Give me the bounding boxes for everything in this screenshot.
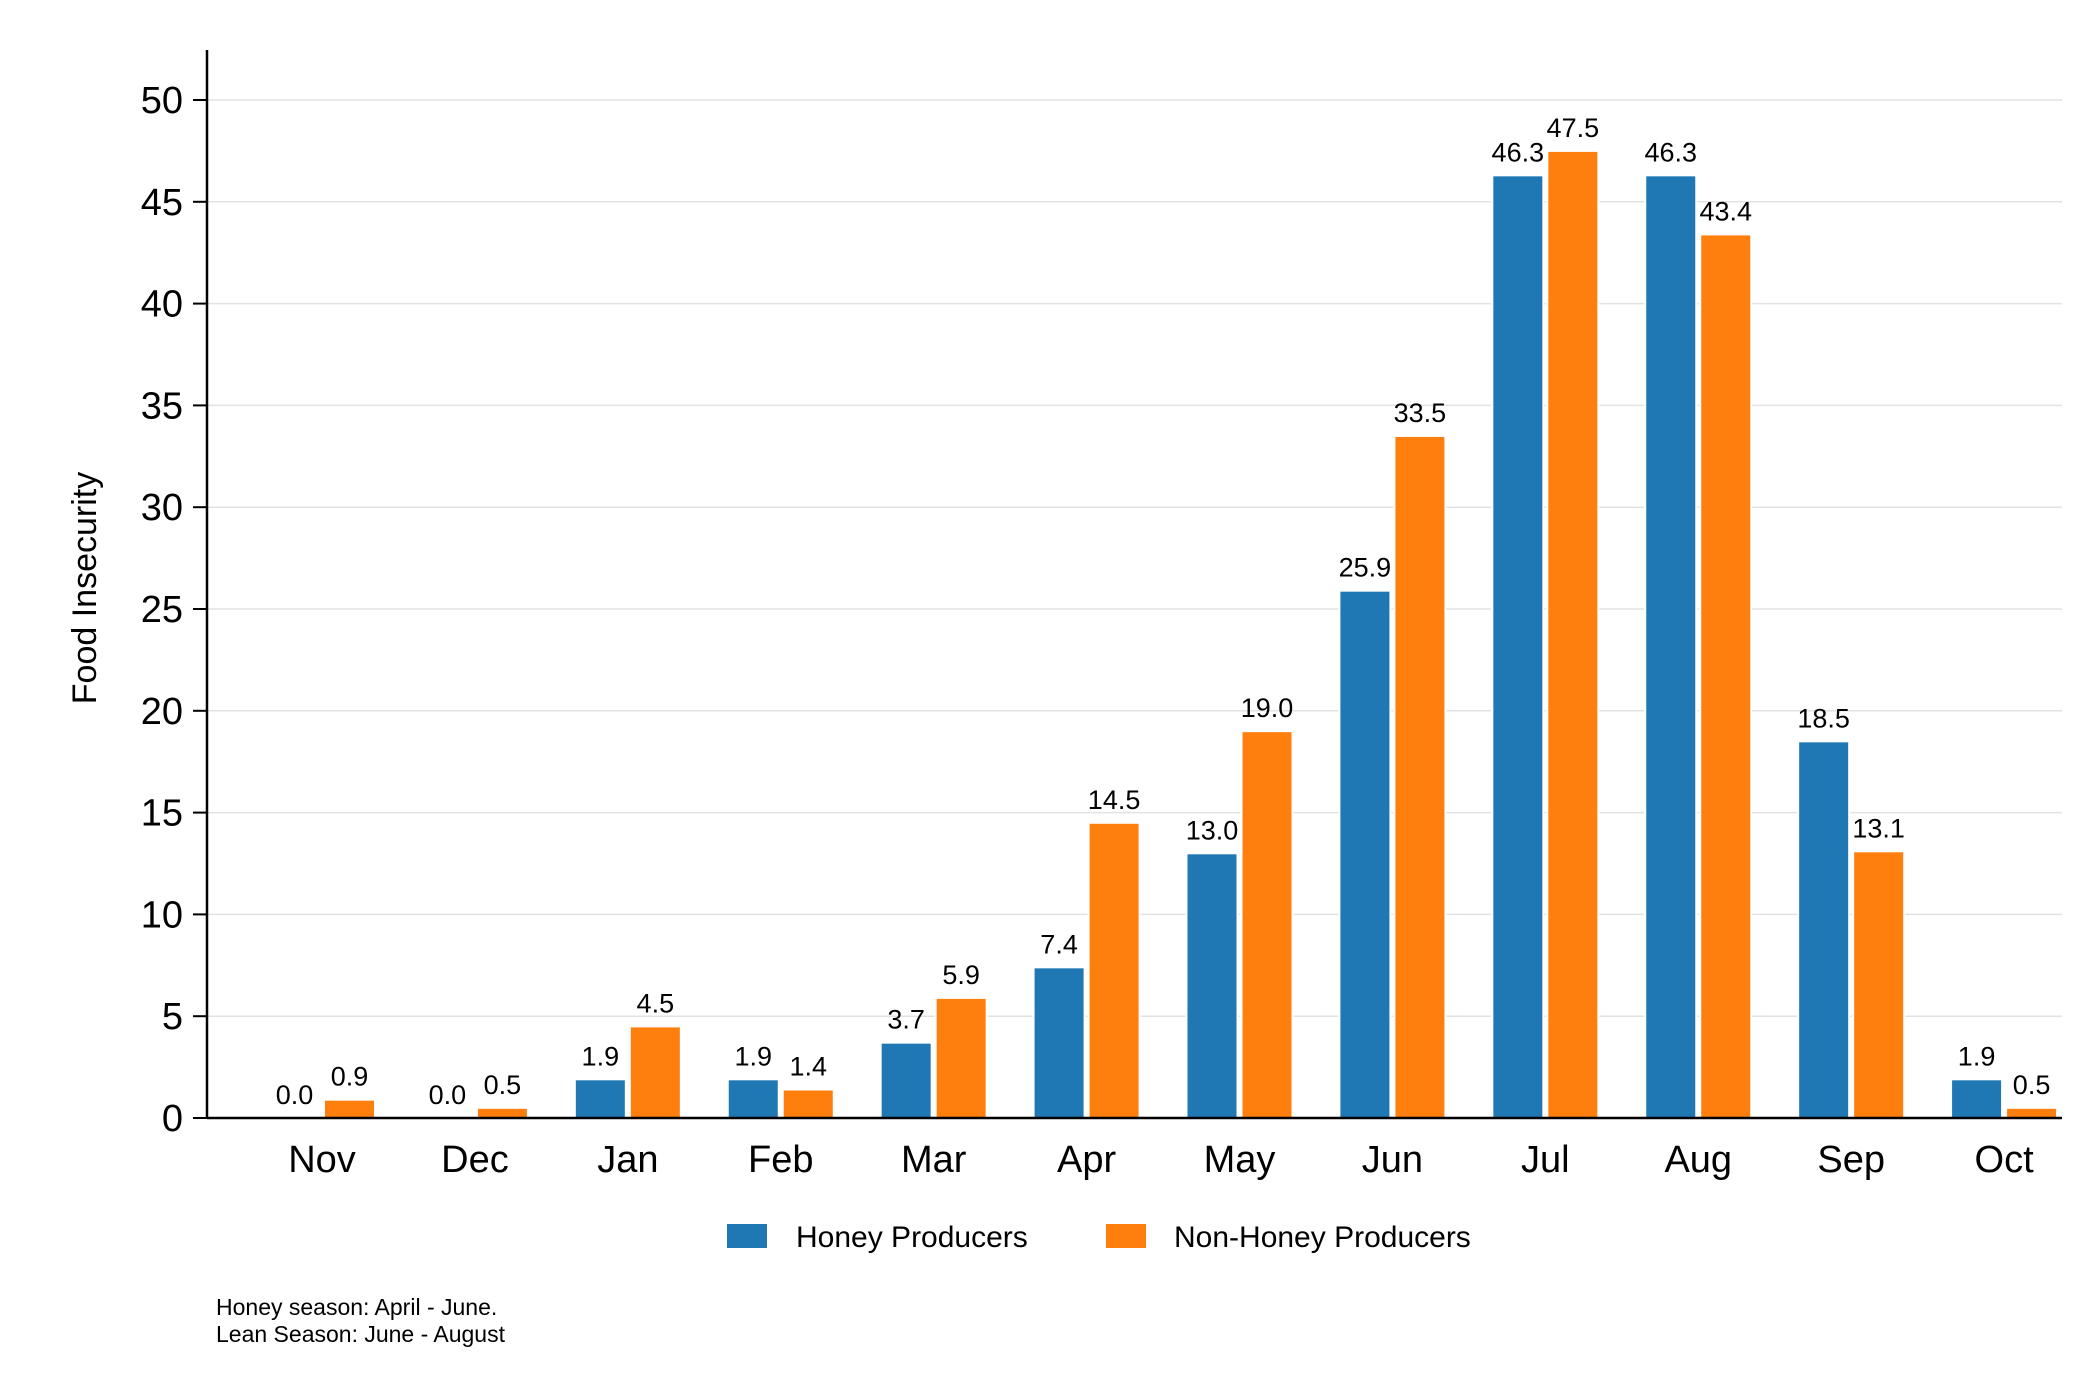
data-label: 5.9 xyxy=(942,960,980,990)
legend: Honey Producers Non-Honey Producers xyxy=(727,1221,1471,1254)
data-label: 7.4 xyxy=(1040,929,1078,959)
data-label: 1.9 xyxy=(734,1041,772,1071)
bar-honey xyxy=(1185,852,1239,1119)
y-tick-label: 40 xyxy=(141,284,183,326)
data-label: 0.0 xyxy=(276,1080,314,1110)
data-label: 19.0 xyxy=(1241,693,1294,723)
bar-non-honey xyxy=(781,1088,835,1119)
data-label: 13.0 xyxy=(1186,815,1239,845)
data-label: 3.7 xyxy=(887,1005,925,1035)
data-label: 18.5 xyxy=(1797,703,1850,733)
data-label: 33.5 xyxy=(1394,398,1447,428)
bar-honey xyxy=(1032,966,1086,1119)
y-axis-label: Food Insecurity xyxy=(66,472,104,704)
bar-honey xyxy=(1644,174,1698,1120)
data-label: 0.5 xyxy=(2013,1070,2051,1100)
y-tick-label: 30 xyxy=(141,487,183,529)
data-label: 4.5 xyxy=(637,988,675,1018)
y-ticks: 0 5 10 15 20 25 30 35 40 45 50 xyxy=(141,80,207,1140)
y-tick-label: 25 xyxy=(141,589,183,631)
x-category-labels: Nov Dec Jan Feb Mar Apr May Jun Jul Aug Sep Oct xyxy=(288,1139,2034,1181)
y-tick-label: 45 xyxy=(141,182,183,224)
y-tick-label: 0 xyxy=(162,1098,183,1140)
data-label: 47.5 xyxy=(1547,113,1600,143)
y-tick-label: 20 xyxy=(141,691,183,733)
data-label: 43.4 xyxy=(1699,196,1752,226)
data-label: 0.0 xyxy=(429,1080,467,1110)
data-labels: 0.0 0.9 0.0 0.5 1.9 4.5 1.9 1.4 3.7 5.9 7.4 14.5 13.… xyxy=(276,113,2051,1110)
bar-honey xyxy=(1338,589,1392,1119)
x-category-label: Jun xyxy=(1362,1139,1423,1181)
data-label: 1.9 xyxy=(1958,1041,1996,1071)
bar-non-honey xyxy=(2005,1106,2059,1119)
y-tick-label: 50 xyxy=(141,80,183,122)
x-category-label: Dec xyxy=(441,1139,509,1181)
bar-honey xyxy=(726,1078,780,1120)
y-tick-label: 15 xyxy=(141,793,183,835)
bar-honey xyxy=(573,1078,627,1120)
bar-non-honey xyxy=(1699,233,1753,1120)
bar-non-honey xyxy=(934,996,988,1119)
x-category-label: May xyxy=(1204,1139,1276,1181)
data-label: 14.5 xyxy=(1088,785,1141,815)
data-label: 46.3 xyxy=(1644,137,1697,167)
data-label: 13.1 xyxy=(1852,813,1905,843)
y-tick-label: 5 xyxy=(162,996,183,1038)
bar-honey xyxy=(1950,1078,2004,1120)
x-category-label: Jan xyxy=(597,1139,658,1181)
bar-non-honey xyxy=(1546,149,1600,1119)
note-honey-season: Honey season: April - June. xyxy=(216,1294,498,1320)
data-label: 0.5 xyxy=(484,1070,522,1100)
x-category-label: Feb xyxy=(748,1139,813,1181)
bars xyxy=(323,149,2059,1120)
x-category-label: Oct xyxy=(1975,1139,2035,1181)
data-label: 1.9 xyxy=(582,1041,620,1071)
x-category-label: Nov xyxy=(288,1139,356,1181)
x-category-label: Sep xyxy=(1817,1139,1885,1181)
x-category-label: Jul xyxy=(1521,1139,1570,1181)
bar-non-honey xyxy=(1240,730,1294,1119)
data-label: 1.4 xyxy=(789,1051,827,1081)
legend-label-non-honey: Non-Honey Producers xyxy=(1174,1221,1471,1254)
note-lean-season: Lean Season: June - August xyxy=(216,1321,505,1347)
data-label: 25.9 xyxy=(1339,553,1392,583)
bar-non-honey xyxy=(1087,821,1141,1120)
bar-non-honey xyxy=(475,1106,529,1119)
bar-honey xyxy=(1491,174,1545,1120)
gridlines xyxy=(207,99,2062,1017)
data-label: 46.3 xyxy=(1492,137,1545,167)
x-category-label: Aug xyxy=(1664,1139,1732,1181)
bar-honey xyxy=(879,1041,933,1119)
legend-swatch-non-honey xyxy=(1106,1224,1146,1248)
y-tick-label: 10 xyxy=(141,894,183,936)
data-label: 0.9 xyxy=(331,1062,369,1092)
x-category-label: Mar xyxy=(901,1139,967,1181)
axes xyxy=(205,50,2062,1120)
bar-non-honey xyxy=(323,1098,376,1120)
x-category-label: Apr xyxy=(1057,1139,1116,1181)
legend-label-honey: Honey Producers xyxy=(796,1221,1028,1254)
legend-swatch-honey xyxy=(727,1224,767,1248)
bar-non-honey xyxy=(628,1025,682,1120)
bar-non-honey xyxy=(1852,850,1906,1119)
y-tick-label: 35 xyxy=(141,385,183,427)
bar-honey xyxy=(1797,740,1851,1120)
bar-non-honey xyxy=(1393,434,1447,1119)
